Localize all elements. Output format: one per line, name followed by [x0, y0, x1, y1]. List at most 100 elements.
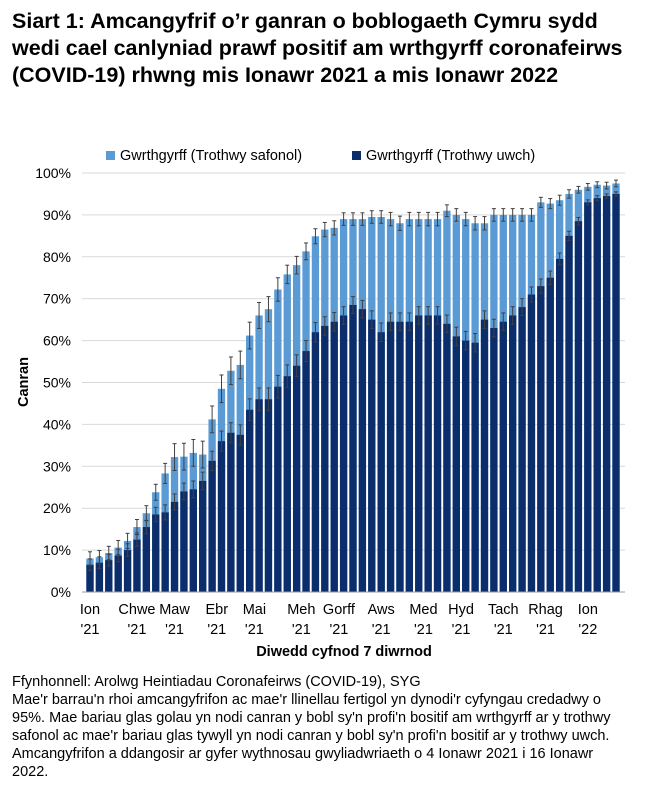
error-bar-high — [294, 354, 299, 378]
bar-high — [161, 512, 169, 592]
bar-high — [415, 315, 423, 592]
error-bar-high — [454, 326, 459, 347]
bar-high — [339, 315, 348, 592]
legend: Gwrthgyrff (Trothwy safonol) Gwrthgyrff … — [106, 148, 535, 164]
x-tick-month: Chwe — [118, 602, 155, 618]
error-bar-high — [604, 193, 609, 199]
bar-high — [330, 321, 338, 592]
error-bar-standard — [595, 181, 600, 189]
error-bar-high — [332, 312, 337, 332]
error-bar-high — [614, 191, 618, 197]
bar-high — [509, 315, 517, 592]
error-bar-standard — [444, 204, 449, 218]
error-bar-high — [322, 316, 327, 336]
source-note: Ffynhonnell: Arolwg Heintiadau Coronafei… — [12, 674, 421, 690]
error-bar-standard — [219, 374, 224, 404]
y-tick-label: 60% — [43, 333, 71, 349]
error-bar-standard — [538, 196, 543, 208]
y-tick-label: 20% — [43, 500, 71, 516]
error-bar-standard — [473, 216, 478, 231]
error-bar-standard — [407, 211, 412, 227]
x-tick-month: Ion — [578, 602, 598, 618]
bar-high — [537, 286, 545, 592]
error-bar-standard — [266, 296, 271, 323]
y-tick-label: 70% — [43, 291, 71, 307]
error-bar-standard — [313, 228, 318, 245]
error-bar-high — [567, 230, 572, 241]
error-bar-high — [407, 312, 412, 332]
bar-high — [349, 304, 357, 592]
error-bar-high — [416, 306, 421, 325]
x-axis-ticks: Ion '21 Chwe '21 Maw '21 Ebr '21 Mai '21 Meh '21 Gor… — [80, 602, 598, 638]
error-bar-high — [351, 296, 355, 314]
error-bar-standard — [557, 194, 562, 206]
bar-high — [405, 321, 414, 592]
legend-swatch-standard — [106, 151, 115, 160]
bar-high — [527, 294, 536, 592]
bar-high — [114, 555, 122, 592]
error-bar-standard — [501, 208, 506, 222]
error-bar-standard — [322, 221, 327, 238]
error-bar-standard — [360, 212, 365, 226]
error-bar-standard — [341, 212, 346, 226]
bar-high — [471, 342, 479, 592]
x-tick-year: '21 — [536, 622, 555, 638]
y-tick-label: 50% — [43, 375, 71, 391]
error-bar-high — [397, 312, 402, 332]
bar-high — [565, 235, 573, 592]
x-tick-month: Hyd — [448, 602, 474, 618]
x-tick-year: '21 — [414, 622, 433, 638]
y-tick-label: 40% — [43, 416, 71, 432]
error-bar-standard — [172, 443, 177, 471]
error-bar-high — [125, 543, 130, 557]
antibody-chart: Gwrthgyrff (Trothwy safonol) Gwrthgyrff … — [16, 148, 625, 660]
bar-high — [274, 386, 282, 592]
error-bar-high — [426, 306, 431, 325]
error-bar-high — [88, 558, 92, 572]
x-tick-year: '21 — [494, 622, 513, 638]
error-bar-high — [510, 306, 515, 325]
bar-high — [236, 434, 244, 592]
error-bar-high — [463, 330, 468, 351]
bar-high — [86, 564, 94, 592]
bar-high — [358, 309, 367, 592]
bar-high — [602, 196, 611, 593]
error-bar-high — [210, 450, 215, 471]
error-bar-standard — [482, 216, 487, 231]
error-bar-standard — [369, 210, 374, 224]
footer: Ffynhonnell: Arolwg Heintiadau Coronafei… — [12, 673, 632, 781]
error-bar-standard — [247, 321, 252, 350]
error-bar-high — [557, 252, 562, 266]
legend-swatch-high — [352, 151, 361, 160]
error-bar-high — [538, 278, 543, 294]
x-tick-month: Ebr — [206, 602, 229, 618]
error-bar-high — [501, 312, 506, 332]
error-bar-standard — [576, 185, 581, 194]
error-bar-high — [266, 387, 271, 412]
error-bar-standard — [426, 211, 431, 227]
error-bar-high — [163, 504, 168, 521]
bar-high — [170, 501, 179, 592]
bar-high — [133, 539, 141, 592]
error-bar-high — [313, 322, 318, 343]
bar-high — [246, 409, 254, 592]
x-tick-month: Rhag — [528, 602, 563, 618]
error-bar-high — [482, 310, 487, 329]
error-bar-standard — [379, 210, 384, 224]
error-bar-standard — [548, 198, 553, 210]
error-bar-high — [379, 322, 384, 342]
bar-high — [546, 277, 554, 592]
error-bar-high — [219, 430, 224, 452]
error-bar-high — [134, 532, 139, 547]
bar-high — [452, 336, 460, 592]
bar-high — [490, 328, 498, 592]
legend-label-standard: Gwrthgyrff (Trothwy safonol) — [120, 148, 302, 164]
error-bar-standard — [257, 301, 262, 329]
x-tick-year: '21 — [81, 622, 100, 638]
error-bar-high — [585, 199, 590, 206]
error-bar-standard — [181, 442, 186, 471]
error-bar-standard — [304, 242, 309, 261]
bar-high — [95, 562, 104, 592]
error-bar-high — [388, 312, 393, 332]
bar-high — [123, 550, 132, 592]
